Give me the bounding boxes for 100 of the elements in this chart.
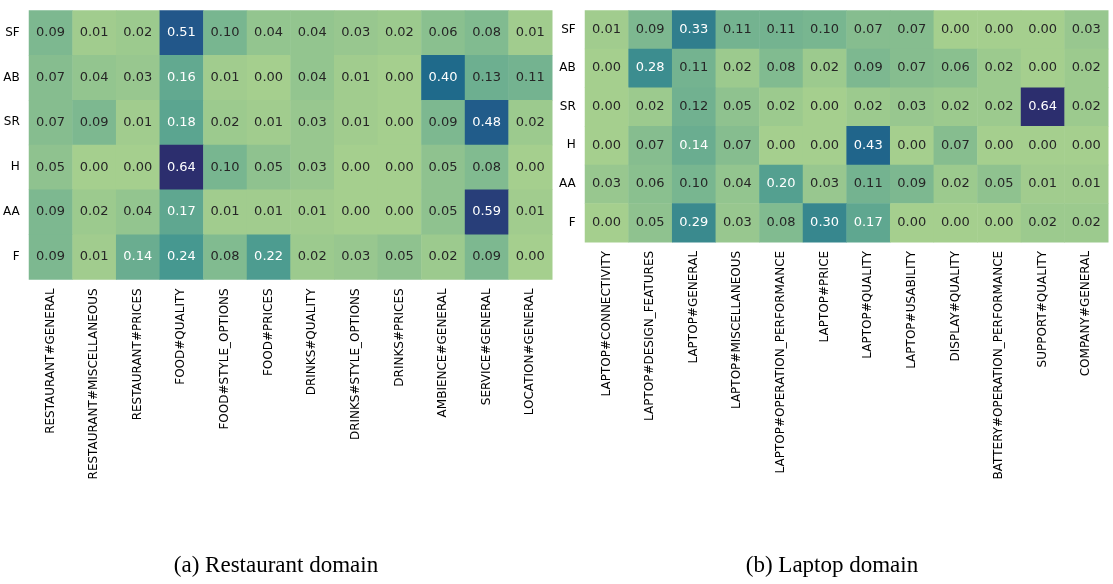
data-label: 0.09: [897, 175, 927, 191]
data-label: 0.20: [766, 175, 796, 191]
data-label: 0.04: [722, 175, 752, 191]
data-label: 0.00: [1071, 136, 1101, 152]
data-label: 0.03: [123, 68, 153, 84]
x-tick-label: DRINKS#QUALITY: [304, 287, 319, 396]
x-tick-label: BATTERY#OPERATION_PERFORMANCE: [991, 250, 1006, 480]
data-label: 0.07: [897, 20, 927, 36]
data-label: 0.01: [79, 248, 109, 264]
x-tick-label: SERVICE#GENERAL: [478, 288, 493, 406]
text: (a) Restaurant domain: [173, 552, 379, 578]
x-tick-label: LAPTOP#GENERAL: [685, 250, 700, 364]
data-label: 0.05: [384, 248, 414, 264]
data-label: 0.10: [679, 175, 709, 191]
data-label: 0.08: [766, 213, 796, 229]
y-tick-label: SF: [561, 21, 576, 36]
x-tick-label: LAPTOP#MISCELLANEOUS: [729, 250, 744, 410]
data-label: 0.04: [297, 24, 327, 39]
data-label: 0.01: [123, 113, 153, 129]
data-label: 0.01: [515, 24, 545, 39]
data-label: 0.17: [166, 203, 196, 219]
text: (b) Laptop domain: [745, 552, 919, 578]
data-label: 0.29: [679, 213, 709, 229]
y-tick-label: H: [10, 159, 20, 174]
x-tick-label: FOOD#QUALITY: [173, 287, 188, 385]
data-label: 0.43: [853, 136, 883, 152]
data-label: 0.11: [853, 175, 883, 191]
data-label: 0.05: [428, 203, 458, 219]
x-tick-label: RESTAURANT#GENERAL: [42, 288, 57, 434]
data-label: 0.03: [297, 158, 327, 174]
data-label: 0.00: [1028, 59, 1058, 75]
data-label: 0.02: [766, 98, 796, 114]
x-tick-label: DRINKS#PRICES: [391, 288, 406, 387]
data-label: 0.02: [810, 59, 840, 75]
data-label: 0.22: [254, 248, 284, 264]
data-label: 0.14: [123, 248, 153, 264]
x-tick-label: RESTAURANT#PRICES: [129, 288, 144, 421]
data-label: 0.05: [635, 213, 665, 229]
data-label: 0.05: [722, 98, 752, 114]
data-label: 0.06: [940, 59, 970, 75]
data-label: 0.08: [766, 59, 796, 75]
data-label: 0.02: [297, 248, 327, 264]
data-label: 0.00: [515, 248, 545, 264]
data-label: 0.09: [853, 59, 883, 75]
x-tick-label: LAPTOP#QUALITY: [860, 250, 875, 359]
data-label: 0.11: [722, 20, 752, 36]
x-tick-label: LAPTOP#OPERATION_PERFORMANCE: [773, 250, 788, 474]
data-label: 0.07: [36, 113, 66, 129]
x-tick-label: LAPTOP#DESIGN_FEATURES: [642, 250, 657, 422]
data-label: 0.12: [679, 98, 709, 114]
data-label: 0.28: [635, 59, 665, 75]
data-label: 0.03: [722, 213, 752, 229]
data-label: 0.04: [79, 68, 109, 84]
data-label: 0.04: [123, 203, 153, 219]
data-label: 0.01: [1071, 175, 1101, 191]
data-label: 0.01: [210, 68, 240, 84]
data-label: 0.40: [428, 68, 458, 84]
data-label: 0.01: [341, 68, 371, 84]
data-label: 0.07: [853, 20, 883, 36]
data-label: 0.13: [472, 68, 502, 84]
x-tick-label: DISPLAY#QUALITY: [947, 250, 962, 362]
data-label: 0.04: [297, 68, 327, 84]
data-label: 0.00: [766, 136, 796, 152]
data-label: 0.11: [515, 68, 545, 84]
data-label: 0.02: [635, 98, 665, 114]
data-label: 0.51: [166, 24, 196, 39]
data-label: 0.03: [810, 175, 840, 191]
data-label: 0.16: [166, 68, 196, 84]
data-label: 0.01: [341, 113, 371, 129]
data-label: 0.05: [984, 175, 1014, 191]
x-tick-label: LOCATION#GENERAL: [522, 288, 537, 416]
data-label: 0.00: [515, 158, 545, 174]
data-label: 0.04: [254, 24, 284, 39]
data-label: 0.00: [123, 158, 153, 174]
data-label: 0.17: [853, 213, 883, 229]
data-label: 0.08: [210, 248, 240, 264]
data-label: 0.07: [635, 136, 665, 152]
x-tick-label: LAPTOP#USABILITY: [903, 250, 918, 369]
data-label: 0.06: [635, 175, 665, 191]
y-tick-label: AB: [559, 60, 576, 75]
data-label: 0.00: [384, 203, 414, 219]
data-label: 0.03: [341, 248, 371, 264]
data-label: 0.09: [79, 113, 109, 129]
data-label: 0.11: [766, 20, 796, 36]
data-label: 0.30: [810, 213, 840, 229]
data-label: 0.00: [810, 98, 840, 114]
x-tick-label: LAPTOP#PRICE: [816, 250, 831, 343]
data-label: 0.00: [79, 158, 109, 174]
data-label: 0.02: [984, 59, 1014, 75]
data-label: 0.02: [428, 248, 458, 264]
data-label: 0.01: [210, 203, 240, 219]
data-label: 0.03: [341, 24, 371, 39]
data-label: 0.18: [166, 113, 196, 129]
data-label: 0.00: [1028, 20, 1058, 36]
data-label: 0.33: [679, 20, 709, 36]
y-tick-label: SF: [5, 24, 20, 39]
data-label: 0.00: [940, 20, 970, 36]
data-label: 0.00: [984, 20, 1014, 36]
y-tick-label: H: [566, 137, 576, 152]
data-label: 0.02: [1071, 59, 1101, 75]
